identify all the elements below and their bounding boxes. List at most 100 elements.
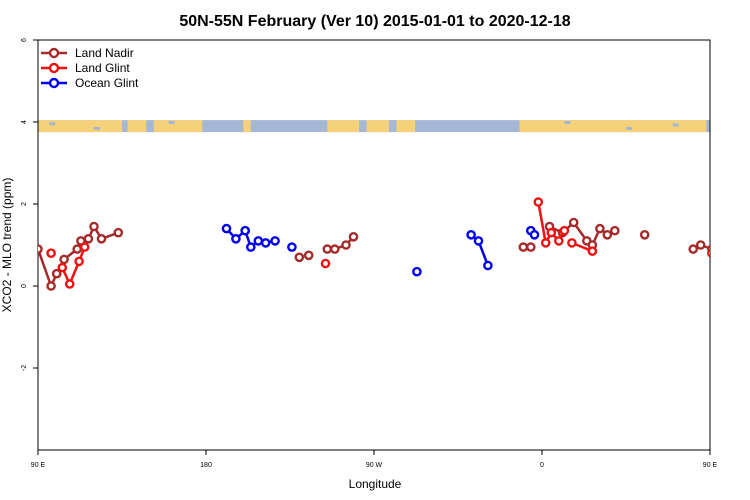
data-point — [736, 256, 743, 263]
legend-marker — [48, 47, 60, 59]
data-point — [595, 223, 605, 234]
data-point — [221, 223, 232, 234]
land-band-segment — [366, 120, 389, 133]
legend-marker — [48, 77, 60, 89]
data-point — [587, 246, 598, 256]
x-axis-label: Longitude — [349, 477, 402, 491]
band-texture — [564, 121, 571, 124]
data-point — [546, 227, 557, 238]
data-point — [253, 236, 264, 246]
data-point — [602, 229, 613, 240]
plot-frame — [37, 39, 711, 451]
y-tick-label: -2 — [21, 365, 28, 371]
data-point — [736, 264, 743, 271]
data-point — [720, 282, 727, 289]
series-line — [740, 247, 750, 284]
y-tick-label: 2 — [21, 202, 28, 206]
band-texture — [467, 122, 474, 126]
series-layer — [38, 197, 750, 291]
data-point — [79, 242, 90, 252]
data-point — [688, 244, 699, 254]
data-point — [568, 217, 579, 228]
x-tick-label: 180 — [200, 462, 212, 469]
data-point — [610, 225, 620, 236]
band-texture — [94, 127, 100, 130]
data-point — [518, 242, 529, 252]
x-tick-label: 90 E — [703, 462, 718, 469]
band-texture — [299, 125, 306, 129]
series-ocean-glint — [221, 223, 540, 277]
data-point — [746, 256, 750, 263]
legend-label: Land Glint — [75, 61, 130, 75]
data-point — [554, 236, 564, 246]
legend-item: Land Nadir — [41, 46, 134, 60]
data-point — [348, 231, 359, 242]
y-tick-label: 6 — [21, 38, 28, 42]
x-tick-label: 90 W — [366, 462, 383, 469]
legend-label: Land Nadir — [75, 46, 134, 60]
data-point — [240, 225, 250, 236]
data-point — [412, 266, 422, 277]
data-point — [74, 256, 84, 267]
data-point — [341, 240, 351, 250]
data-point — [59, 254, 69, 265]
data-point — [89, 221, 99, 232]
data-point — [725, 270, 732, 277]
land-band-segment — [243, 120, 251, 133]
x-tick-label: 90 E — [31, 462, 46, 469]
data-point — [322, 244, 333, 254]
band-texture — [49, 122, 56, 126]
data-point — [46, 281, 56, 291]
series-line — [692, 243, 710, 251]
data-point — [466, 229, 476, 240]
data-point — [57, 262, 68, 273]
band-texture — [168, 121, 175, 124]
legend-label: Ocean Glint — [75, 76, 139, 90]
data-point — [320, 258, 331, 269]
series-land-nadir — [38, 217, 750, 291]
data-point — [707, 248, 710, 258]
land-ocean-band — [38, 120, 710, 133]
data-point — [744, 280, 750, 287]
data-point — [483, 260, 493, 271]
data-point — [533, 197, 544, 207]
legend-marker — [48, 62, 60, 74]
data-point — [113, 227, 124, 238]
data-point — [526, 242, 536, 252]
series-land-glint — [46, 197, 750, 289]
y-axis-label: XCO2 - MLO trend (ppm) — [0, 178, 14, 313]
x-tick-label: 0 — [540, 462, 544, 469]
y-axis-ticks: -2 0 2 4 6 — [21, 38, 38, 371]
band-texture — [504, 124, 511, 128]
data-point — [294, 252, 305, 263]
series-line — [61, 246, 86, 286]
y-tick-label: 0 — [21, 284, 28, 288]
data-point — [303, 250, 314, 261]
chart-title: 50N-55N February (Ver 10) 2015-01-01 to … — [179, 13, 570, 30]
legend-item: Ocean Glint — [41, 76, 139, 90]
data-point — [260, 238, 271, 248]
data-point — [72, 244, 82, 254]
y-tick-label: 4 — [21, 120, 28, 124]
data-point — [51, 268, 62, 279]
band-texture — [430, 128, 436, 132]
data-point — [559, 225, 570, 236]
data-point — [231, 233, 241, 244]
data-point — [83, 233, 94, 244]
band-texture — [626, 127, 632, 130]
data-point — [473, 236, 484, 246]
x-axis-ticks: 90 E 180 90 W 0 90 E — [31, 450, 718, 469]
data-point — [96, 233, 107, 244]
data-point — [64, 279, 75, 289]
data-point — [695, 240, 706, 250]
data-point — [529, 229, 540, 240]
land-band-segment — [153, 120, 203, 133]
data-point — [329, 244, 340, 254]
data-point — [270, 236, 280, 246]
data-point — [46, 248, 56, 258]
data-point — [38, 244, 43, 254]
data-point — [287, 242, 297, 252]
land-band-segment — [327, 120, 360, 133]
